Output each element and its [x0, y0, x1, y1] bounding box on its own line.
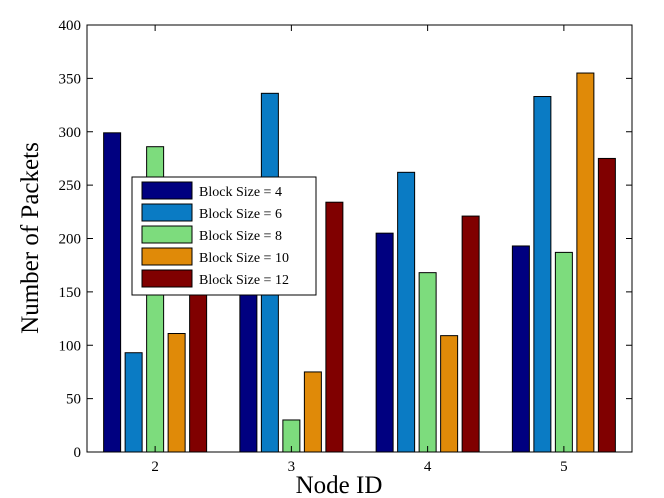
- bar-node-2-series-5: [189, 293, 208, 453]
- legend-swatch: [141, 225, 193, 244]
- bar-node-5-series-5: [597, 157, 616, 453]
- bar-node-4-series-1: [375, 232, 394, 453]
- x-tick-label: 3: [288, 459, 296, 475]
- legend-label: Block Size = 4: [199, 185, 282, 200]
- y-tick-label: 350: [59, 71, 82, 87]
- bar-node-2-series-1: [103, 132, 122, 453]
- bar-node-4-series-2: [397, 171, 416, 453]
- bar-node-3-series-5: [325, 201, 344, 453]
- x-tick-label: 5: [560, 459, 568, 475]
- y-tick-label: 0: [74, 445, 82, 461]
- y-axis-label: Number of Packets: [17, 142, 44, 334]
- x-axis-label: Node ID: [296, 472, 383, 498]
- legend-label: Block Size = 8: [199, 229, 282, 244]
- x-tick-label: 2: [151, 459, 159, 475]
- legend-swatch: [141, 181, 193, 200]
- bar-node-3-series-4: [303, 371, 322, 453]
- legend: Block Size = 4 Block Size = 6 Block Size =…: [131, 176, 317, 296]
- bar-node-2-series-4: [167, 333, 186, 453]
- legend-label: Block Size = 10: [199, 251, 289, 266]
- y-tick-label: 300: [59, 125, 82, 141]
- y-tick-label: 50: [66, 392, 81, 408]
- y-tick-label: 400: [59, 18, 82, 34]
- legend-swatch: [141, 269, 193, 288]
- x-axis: 2 3 4 5: [151, 25, 568, 475]
- y-axis: 0 50 100 150 200 250 300 350 400: [59, 18, 632, 461]
- bar-node-5-series-4: [576, 72, 595, 453]
- legend-label: Block Size = 12: [199, 273, 289, 288]
- bar-node-5-series-1: [511, 245, 530, 453]
- x-tick-label: 4: [424, 459, 432, 475]
- y-tick-label: 200: [59, 232, 82, 248]
- bar-node-5-series-3: [554, 251, 573, 453]
- legend-label: Block Size = 6: [199, 207, 282, 222]
- bar-node-4-series-3: [418, 272, 437, 453]
- bar-node-2-series-2: [124, 352, 143, 453]
- legend-swatch: [141, 203, 193, 222]
- bar-node-5-series-2: [533, 96, 552, 453]
- y-tick-label: 150: [59, 285, 82, 301]
- legend-swatch: [141, 247, 193, 266]
- bar-node-3-series-1: [239, 293, 258, 453]
- bar-node-4-series-5: [461, 215, 480, 453]
- y-tick-label: 100: [59, 338, 82, 354]
- bar-node-4-series-4: [440, 335, 459, 453]
- y-tick-label: 250: [59, 178, 82, 194]
